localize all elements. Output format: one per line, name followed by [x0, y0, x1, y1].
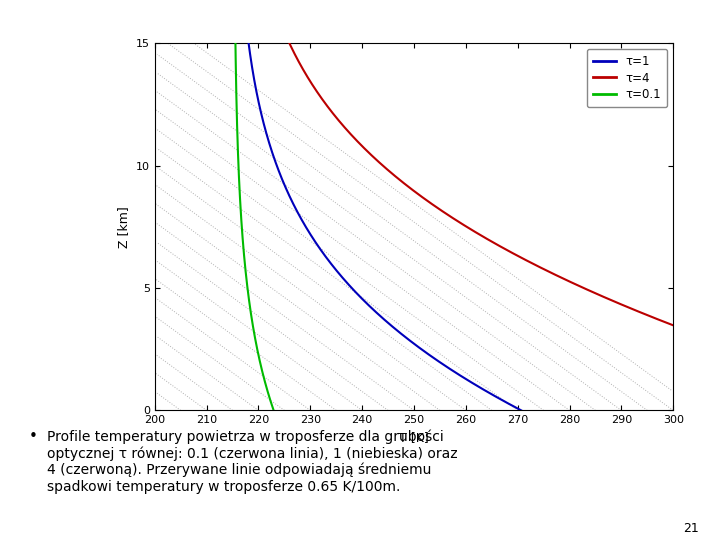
Text: Profile temperatury powietrza w troposferze dla grubości
optycznej τ równej: 0.1: Profile temperatury powietrza w troposfe… [47, 429, 457, 494]
Text: 21: 21 [683, 522, 698, 535]
Y-axis label: Z [km]: Z [km] [117, 206, 130, 248]
X-axis label: T [K]: T [K] [399, 431, 429, 444]
Text: •: • [29, 429, 37, 444]
Legend: τ=1, τ=4, τ=0.1: τ=1, τ=4, τ=0.1 [587, 49, 667, 107]
